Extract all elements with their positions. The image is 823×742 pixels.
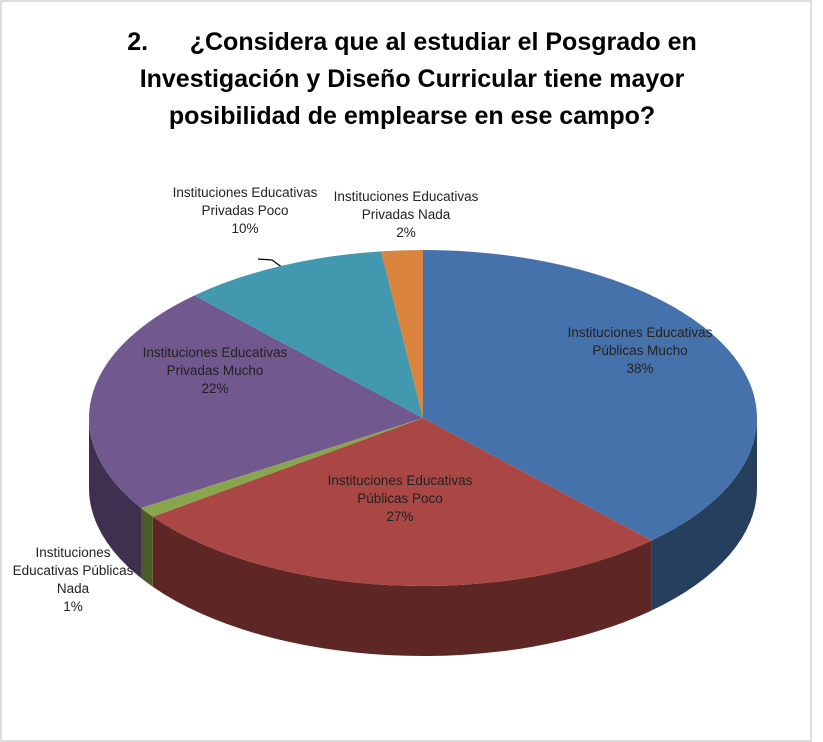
slice-label: Instituciones Educativas Públicas Mucho — [567, 325, 713, 358]
slice-label: Instituciones Educativas Privadas Mucho — [142, 345, 288, 378]
slice-label: Instituciones Educativas Privadas Nada — [333, 189, 479, 222]
slice-value-label: 27% — [386, 509, 414, 524]
slice-value-label: 2% — [396, 225, 416, 240]
slice-value-label: 10% — [231, 221, 259, 236]
pie-slice-side — [89, 418, 141, 579]
slice-label: Instituciones Educativas Privadas Poco — [172, 185, 318, 218]
slice-label: Instituciones Educativas Públicas Poco — [327, 473, 473, 506]
pie-slice — [89, 295, 424, 509]
slice-value-label: 22% — [201, 381, 229, 396]
pie-slice — [423, 250, 757, 541]
pie-slice-side — [140, 508, 153, 587]
pie-slice — [152, 418, 652, 586]
slice-value-label: 1% — [63, 599, 83, 614]
pie-slice — [194, 251, 423, 418]
pie-slice-side — [152, 516, 652, 656]
pie-slice — [381, 250, 423, 418]
pie-slice — [140, 418, 423, 517]
slice-value-label: 38% — [626, 361, 654, 376]
slice-label: Instituciones Educativas Públicas Nada — [12, 545, 134, 596]
pie-slice-side — [651, 418, 757, 611]
chart-title: 2. ¿Considera que al estudiar el Posgrad… — [127, 28, 704, 130]
